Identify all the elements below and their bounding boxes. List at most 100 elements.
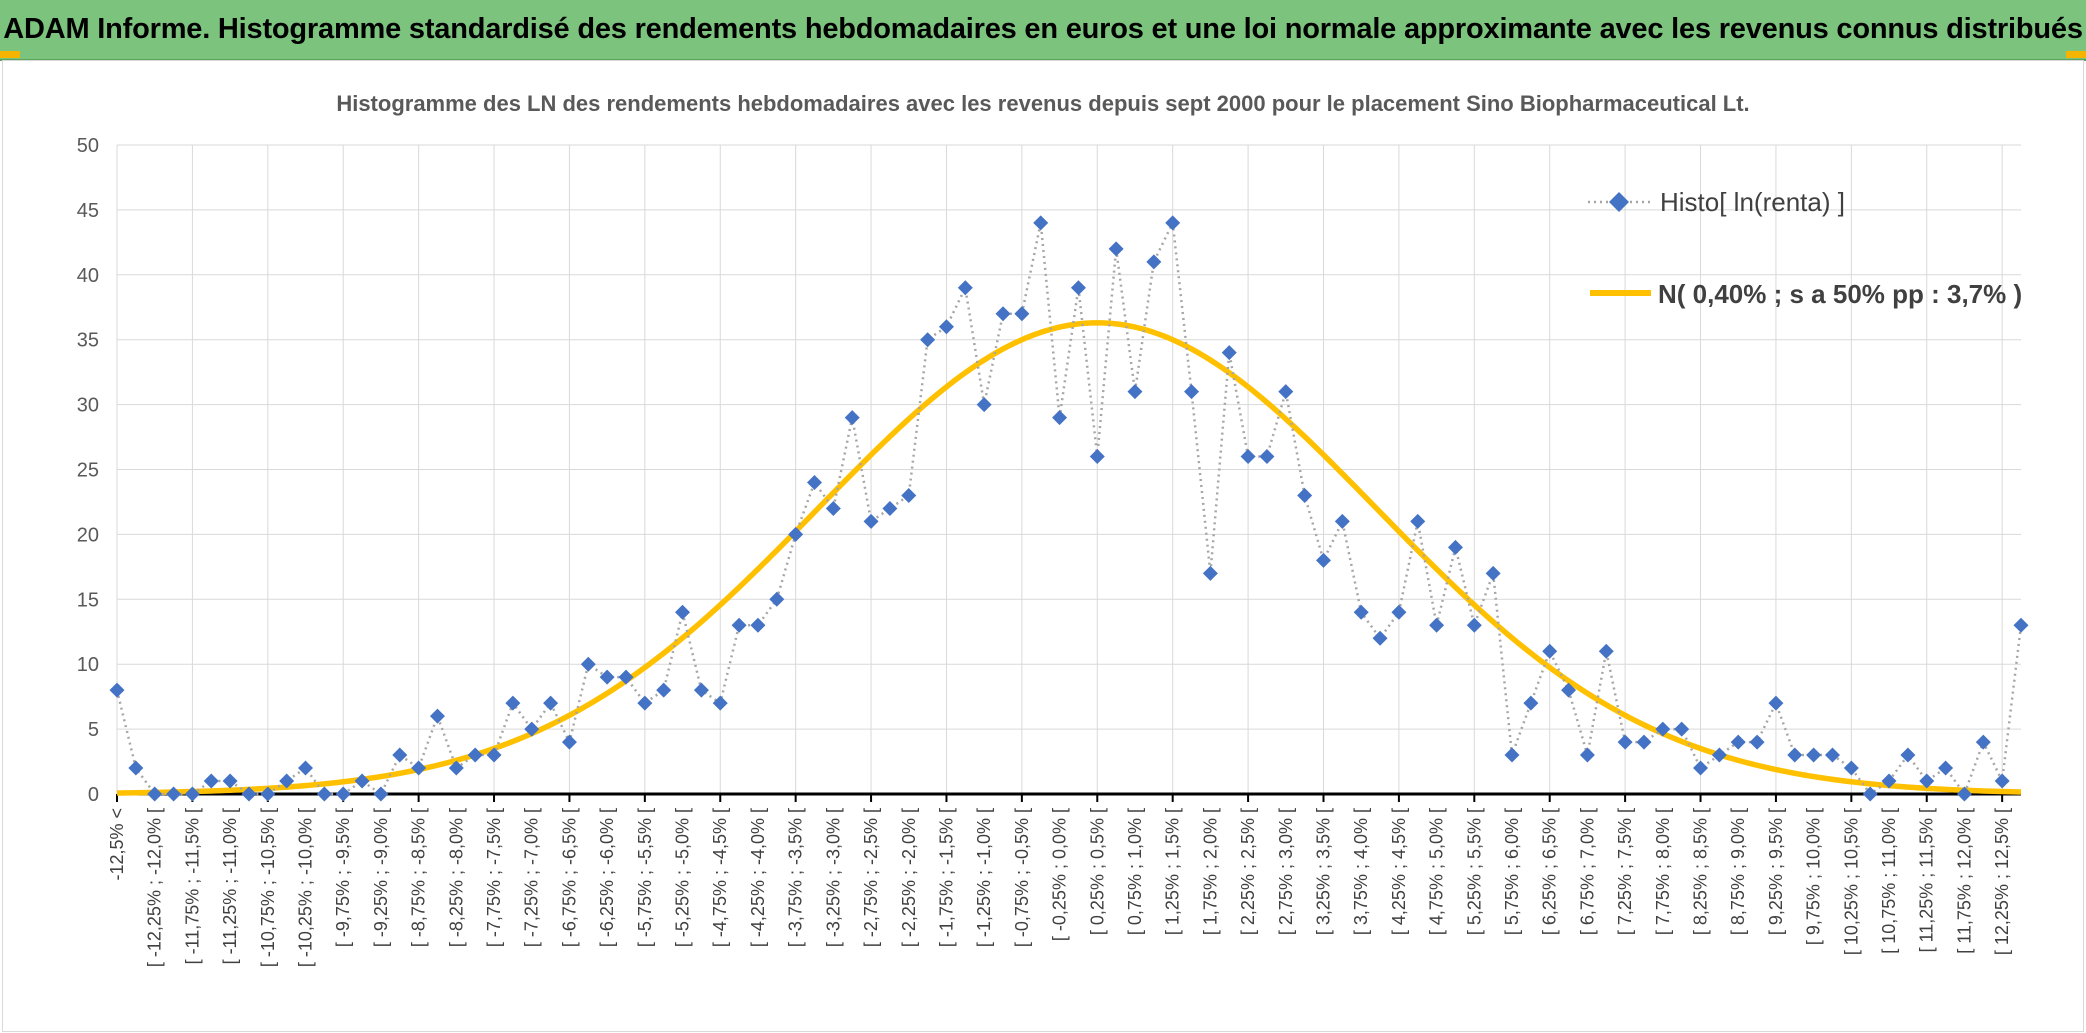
histo-point [675,604,691,620]
histo-point [1561,682,1577,698]
chart-title: Histogramme des LN des rendements hebdom… [336,91,1749,116]
histo-point [1824,747,1840,763]
histo-point [1938,760,1954,776]
histo-point [1108,241,1124,257]
histo-point [392,747,408,763]
histo-point [1749,734,1765,750]
x-tick-label: [ 1,25% ; 1,5% [ [1163,808,1183,935]
x-tick-label: [ -6,25% ; -6,0% [ [597,808,617,947]
histo-point [2013,617,2029,633]
histo-point [561,734,577,750]
x-tick-label: [ -1,25% ; -1,0% [ [974,808,994,947]
histo-point [1014,306,1030,322]
x-tick-label: [ -6,75% ; -6,5% [ [559,808,579,947]
histo-point [1410,513,1426,529]
x-tick-label: [ -8,75% ; -8,5% [ [409,808,429,947]
histo-point [429,708,445,724]
histo-point [1165,215,1181,231]
histo-point [807,474,823,490]
histo-point [109,682,125,698]
histo-point [1278,384,1294,400]
histo-point [957,280,973,296]
histo-point [1202,565,1218,581]
gridlines [116,144,2021,794]
histo-point [1975,734,1991,750]
x-tick-label: [ 11,75% ; 12,0% [ [1954,808,1974,954]
x-tick-label: [ -9,25% ; -9,0% [ [371,808,391,947]
histo-point [1353,604,1369,620]
y-tick-label: 5 [88,719,99,741]
chart-legend: Histo[ ln(renta) ] N( 0,40% ; s a 50% pp… [1588,187,2022,309]
histo-point [1184,384,1200,400]
banner-corner-right [2066,51,2086,58]
x-tick-label: [ 0,75% ; 1,0% [ [1125,808,1145,935]
x-tick-label: [ -8,25% ; -8,0% [ [446,808,466,947]
x-tick-label: [ 3,75% ; 4,0% [ [1351,808,1371,935]
report-title: ADAM Informe. Histogramme standardisé de… [3,13,2083,45]
histo-point [1655,721,1671,737]
x-tick-label: [ 10,25% ; 10,5% [ [1841,808,1861,955]
x-tick-label: [ -5,75% ; -5,5% [ [635,808,655,947]
histo-point [1711,747,1727,763]
histo-point [279,773,295,789]
x-tick-label: [ -11,25% ; -11,0% [ [220,808,240,964]
histo-point [335,786,351,802]
histo-point [505,695,521,711]
x-tick-label: [ 3,25% ; 3,5% [ [1313,808,1333,935]
histo-point [693,682,709,698]
histo-point [920,332,936,348]
x-axis-line [116,792,2021,802]
x-tick-label: [ -11,75% ; -11,5% [ [182,808,202,964]
histo-point [1334,513,1350,529]
x-axis-ticks: -12,5% < [ -12,25% ; -12,0% [[ -11,75% ; … [107,808,2012,967]
histo-point [1693,760,1709,776]
histo-point [1881,773,1897,789]
histo-point [1636,734,1652,750]
histo-point [241,786,257,802]
y-tick-label: 15 [77,589,99,611]
x-tick-label: [ 9,25% ; 9,5% [ [1766,808,1786,935]
legend-histo-marker [1609,192,1629,212]
y-axis-ticks: 0 5 10 15 20 25 30 35 40 45 50 [77,135,99,806]
histo-point [1787,747,1803,763]
histo-point [1542,643,1558,659]
x-tick-label: [ 12,25% ; 12,5% [ [1992,808,2012,955]
histo-point [750,617,766,633]
histo-point [1466,617,1482,633]
histo-point [373,786,389,802]
histo-point [1523,695,1539,711]
histo-point [1315,552,1331,568]
histo-point [448,760,464,776]
x-tick-label: [ -7,25% ; -7,0% [ [522,808,542,947]
y-tick-label: 0 [88,784,99,806]
histo-point [1956,786,1972,802]
histo-point [882,500,898,516]
histogram-series [109,215,2029,802]
histo-point [1862,786,1878,802]
x-tick-label: [ -4,75% ; -4,5% [ [710,808,730,947]
histo-point [1033,215,1049,231]
histo-point [1221,345,1237,361]
x-tick-label: [ 0,25% ; 0,5% [ [1087,808,1107,935]
histo-point [599,669,615,685]
y-tick-label: 20 [77,524,99,546]
x-tick-label: [ 2,75% ; 3,0% [ [1276,808,1296,935]
x-tick-label: [ -4,25% ; -4,0% [ [748,808,768,947]
y-tick-label: 35 [77,330,99,352]
x-tick-label: [ 10,75% ; 11,0% [ [1879,808,1899,954]
x-tick-label: [ -5,25% ; -5,0% [ [673,808,693,947]
histo-point [147,786,163,802]
x-tick-label: [ -1,75% ; -1,5% [ [936,808,956,947]
histo-point [863,513,879,529]
histo-point [411,760,427,776]
histo-point [486,747,502,763]
histo-point [1127,384,1143,400]
x-tick-label: [ 8,25% ; 8,5% [ [1691,808,1711,935]
x-tick-label: [ -10,25% ; -10,0% [ [296,808,316,967]
histo-point [825,500,841,516]
histo-point [580,656,596,672]
histo-point [1617,734,1633,750]
x-tick-label: [ 9,75% ; 10,0% [ [1804,808,1824,945]
x-tick-label: [ 6,25% ; 6,5% [ [1540,808,1560,935]
histo-point [166,786,182,802]
